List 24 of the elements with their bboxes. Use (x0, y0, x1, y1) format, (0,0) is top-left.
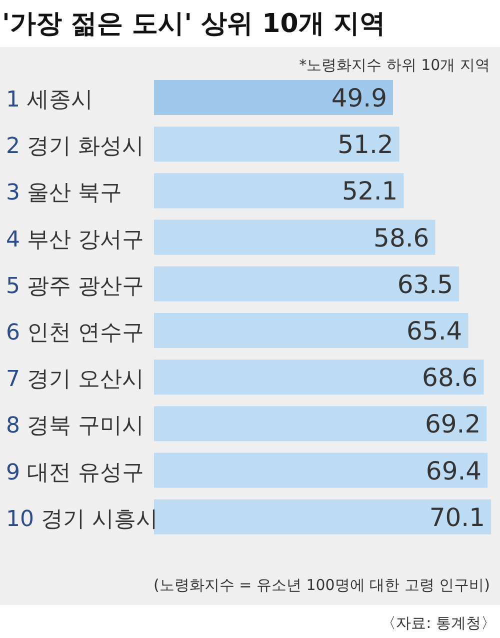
y-tick-label: 8 경북 구미시 (6, 414, 144, 439)
data-label: 52.1 (342, 176, 398, 206)
y-tick-label: 2 경기 화성시 (6, 134, 144, 160)
data-label: 69.4 (426, 456, 482, 486)
data-label: 70.1 (429, 502, 485, 532)
y-tick-label: 9 대전 유성구 (6, 460, 144, 486)
data-label: 69.2 (424, 410, 481, 439)
y-tick-label: 3 울산 북구 (6, 180, 122, 206)
data-label: 51.2 (338, 130, 394, 160)
y-tick-label: 10 경기 시흥시 (6, 506, 158, 532)
y-tick-label: 4 부산 강서구 (6, 227, 144, 252)
text: (노령화지수 = 유소년 100명에 대한 고령 인구비) (153, 576, 490, 594)
y-tick-label: 7 경기 오산시 (6, 367, 144, 392)
data-label: 63.5 (397, 270, 453, 299)
chart-title: '가장 젊은 도시' 상위 10개 지역 (2, 9, 386, 39)
y-tick-label: 5 광주 광산구 (6, 274, 144, 299)
data-label: 65.4 (406, 316, 462, 346)
data-label: 58.6 (374, 223, 430, 252)
y-tick-label: 6 인천 연수구 (6, 320, 144, 346)
data-label: 49.9 (331, 84, 388, 112)
data-label: 68.6 (422, 363, 478, 392)
text: 〈자료: 통계청〉 (381, 614, 496, 632)
y-tick-label: 1 세종시 (6, 88, 93, 112)
text: *노령화지수 하위 10개 지역 (299, 56, 490, 74)
